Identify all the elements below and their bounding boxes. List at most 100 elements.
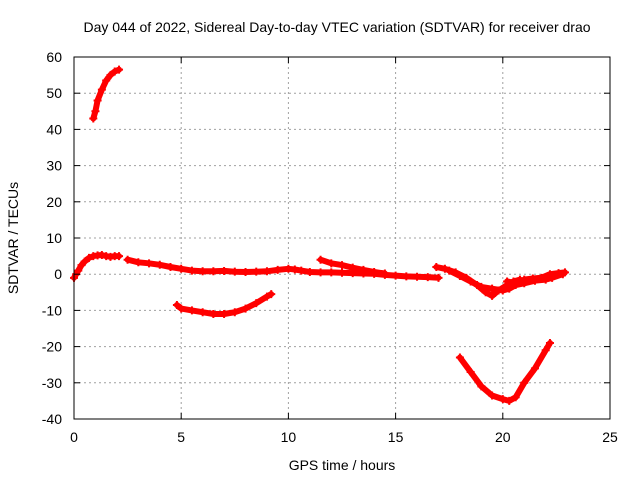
data-point (541, 346, 550, 355)
data-point (511, 393, 520, 402)
data-point (455, 272, 464, 281)
data-point (134, 258, 143, 267)
data-point (177, 264, 186, 273)
y-tick-label: -20 (42, 339, 62, 355)
data-point (316, 255, 325, 264)
data-point (488, 284, 497, 293)
data-point (477, 282, 486, 291)
data-point (338, 268, 346, 277)
data-point (262, 267, 271, 276)
axis-ticks: 0 5 10 15 20 25 -40 -30 -20 -10 0 10 20 30 40 50 60 (42, 49, 618, 445)
data-point (177, 304, 186, 313)
data-point (106, 71, 115, 80)
y-tick-label: -40 (42, 411, 62, 427)
x-tick-label: 25 (602, 429, 618, 445)
data-point (97, 85, 106, 94)
x-tick-label: 5 (177, 429, 185, 445)
data-point (327, 259, 336, 268)
data-series (70, 65, 569, 405)
data-point (220, 310, 229, 319)
y-axis-label: SDTVAR / TECUs (5, 182, 21, 294)
data-point (91, 107, 100, 116)
x-tick-label: 10 (281, 429, 297, 445)
data-point (241, 304, 250, 313)
data-point (123, 255, 132, 264)
y-tick-label: 20 (46, 194, 62, 210)
data-point (273, 265, 282, 274)
data-point (498, 286, 507, 295)
data-point (262, 292, 271, 301)
y-tick-label: 10 (46, 230, 62, 246)
data-point (503, 277, 512, 286)
data-point (498, 395, 507, 404)
x-tick-label: 0 (70, 429, 78, 445)
data-point (166, 262, 175, 271)
data-point (466, 367, 475, 376)
data-point (348, 263, 357, 272)
chart-title: Day 044 of 2022, Sidereal Day-to-day VTE… (83, 19, 590, 35)
data-point (74, 266, 83, 275)
data-point (488, 291, 497, 300)
data-point (89, 114, 98, 123)
data-point (267, 290, 276, 299)
data-point (560, 268, 569, 277)
data-point (505, 396, 514, 405)
data-point (520, 378, 529, 387)
data-point (432, 262, 441, 271)
data-point (97, 251, 106, 260)
data-point (80, 257, 89, 266)
data-point (115, 252, 124, 261)
data-point (85, 253, 94, 262)
y-tick-label: 40 (46, 121, 62, 137)
data-point (327, 268, 336, 277)
data-point (359, 265, 368, 274)
y-tick-label: 60 (46, 49, 62, 65)
data-point (230, 267, 239, 276)
data-point (370, 268, 379, 277)
data-point (530, 364, 539, 373)
y-tick-label: 30 (46, 158, 62, 174)
data-point (545, 338, 554, 347)
data-point (198, 267, 207, 276)
data-point (434, 273, 443, 282)
data-point (93, 96, 102, 105)
data-point (209, 267, 218, 276)
data-point (209, 310, 218, 319)
data-point (413, 272, 422, 281)
data-point (445, 266, 454, 275)
data-point (338, 261, 346, 270)
data-point (115, 65, 124, 74)
y-tick-label: -10 (42, 302, 62, 318)
data-point (252, 267, 261, 276)
x-tick-label: 20 (495, 429, 511, 445)
y-tick-label: -30 (42, 375, 62, 391)
data-point (316, 268, 325, 277)
data-point (290, 265, 299, 274)
data-point (528, 274, 537, 283)
data-point (187, 266, 196, 275)
data-point (505, 284, 514, 293)
data-point (537, 273, 546, 282)
data-point (477, 382, 486, 391)
data-point (155, 260, 164, 269)
data-point (230, 308, 239, 317)
data-point (252, 299, 261, 308)
data-point (545, 270, 554, 279)
data-point (187, 306, 196, 315)
data-point (466, 277, 475, 286)
data-point (220, 266, 229, 275)
data-point (102, 76, 111, 85)
data-point (488, 391, 497, 400)
data-point (145, 259, 154, 268)
data-point (520, 275, 529, 284)
x-tick-label: 15 (388, 429, 404, 445)
data-point (423, 273, 432, 282)
data-point (172, 300, 181, 309)
y-tick-label: 0 (54, 266, 62, 282)
data-point (241, 268, 250, 277)
data-point (380, 269, 389, 278)
data-point (110, 67, 119, 76)
y-tick-label: 50 (46, 85, 62, 101)
grid (74, 57, 610, 419)
